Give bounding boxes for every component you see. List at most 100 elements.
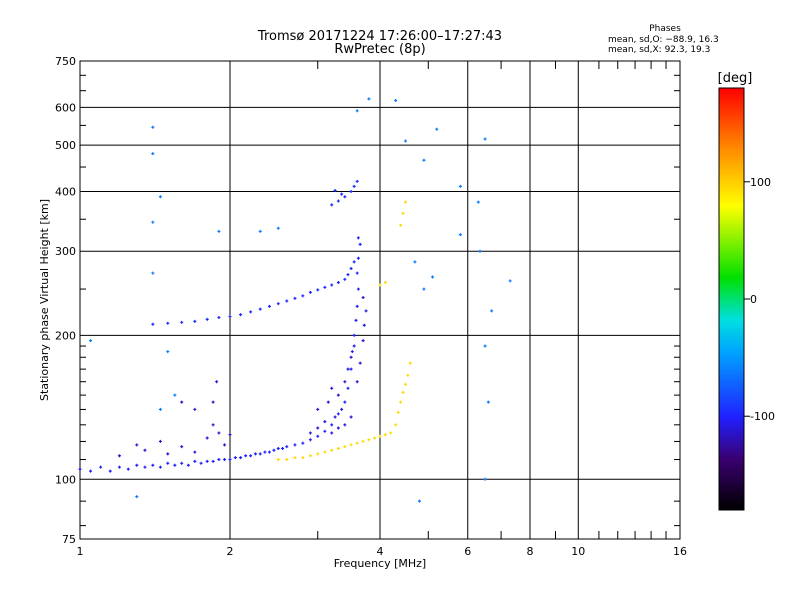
data-point bbox=[323, 285, 327, 289]
data-point bbox=[180, 400, 184, 404]
data-point bbox=[211, 459, 215, 463]
data-point bbox=[483, 477, 487, 481]
colorbar-ticks: 100 0 -100 bbox=[744, 176, 775, 423]
data-point bbox=[151, 220, 155, 224]
data-point bbox=[217, 457, 221, 461]
data-point bbox=[343, 380, 347, 384]
data-point bbox=[356, 236, 360, 240]
data-point bbox=[422, 287, 426, 291]
data-point bbox=[301, 294, 305, 298]
y-tick-label: 750 bbox=[55, 55, 76, 68]
data-point bbox=[173, 463, 177, 467]
y-tick-label: 600 bbox=[55, 101, 76, 114]
data-point bbox=[355, 179, 359, 183]
data-point bbox=[151, 322, 155, 326]
data-point bbox=[364, 309, 368, 313]
data-point bbox=[349, 355, 353, 359]
chart-title: Tromsø 20171224 17:26:00–17:27:43 bbox=[257, 29, 502, 44]
data-point bbox=[308, 290, 312, 294]
data-point bbox=[244, 454, 248, 458]
data-point bbox=[272, 448, 276, 452]
data-point bbox=[126, 467, 130, 471]
data-point bbox=[276, 302, 280, 306]
data-point bbox=[343, 195, 347, 199]
data-point bbox=[406, 373, 410, 377]
data-point bbox=[211, 400, 215, 404]
x-axis-label: Frequency [MHz] bbox=[334, 557, 426, 570]
colorbar-tick-label: 0 bbox=[750, 293, 757, 306]
y-tick-label: 75 bbox=[62, 533, 76, 546]
y-tick-label: 500 bbox=[55, 139, 76, 152]
data-point bbox=[343, 423, 347, 427]
colorbar-tick-label: 100 bbox=[750, 176, 771, 189]
data-point bbox=[373, 436, 377, 440]
data-point bbox=[326, 400, 330, 404]
data-point bbox=[135, 463, 139, 467]
data-point bbox=[355, 304, 359, 308]
data-point bbox=[478, 249, 482, 253]
data-point bbox=[166, 461, 170, 465]
data-point bbox=[346, 273, 350, 277]
data-point bbox=[356, 256, 360, 260]
data-point bbox=[403, 382, 407, 386]
data-point bbox=[358, 361, 362, 365]
data-point bbox=[228, 433, 232, 437]
data-point bbox=[349, 443, 353, 447]
data-point bbox=[223, 457, 227, 461]
data-point bbox=[358, 242, 362, 246]
data-point bbox=[349, 415, 353, 419]
data-point bbox=[336, 426, 340, 430]
data-point bbox=[349, 367, 353, 371]
data-point bbox=[166, 321, 170, 325]
data-point bbox=[239, 313, 243, 317]
data-point bbox=[333, 188, 337, 192]
data-point bbox=[394, 423, 398, 427]
y-tick-label: 300 bbox=[55, 245, 76, 258]
legend-line-x: mean, sd,X: 92.3, 19.3 bbox=[608, 45, 710, 55]
data-point bbox=[330, 203, 334, 207]
data-point bbox=[361, 339, 365, 343]
data-point bbox=[173, 393, 177, 397]
data-point bbox=[336, 412, 340, 416]
data-point bbox=[151, 125, 155, 129]
data-point bbox=[486, 400, 490, 404]
data-point bbox=[336, 446, 340, 450]
data-point bbox=[151, 271, 155, 275]
grid bbox=[80, 61, 680, 539]
data-point bbox=[293, 296, 297, 300]
data-point bbox=[166, 452, 170, 456]
data-point bbox=[362, 323, 366, 327]
data-point bbox=[199, 461, 203, 465]
data-point bbox=[117, 454, 121, 458]
data-point bbox=[367, 97, 371, 101]
data-point bbox=[361, 439, 365, 443]
data-point bbox=[330, 431, 334, 435]
data-point bbox=[166, 350, 170, 354]
data-point bbox=[316, 434, 320, 438]
data-point bbox=[343, 400, 347, 404]
colorbar-gradient bbox=[718, 87, 745, 511]
data-point bbox=[180, 320, 184, 324]
data-point bbox=[89, 469, 93, 473]
data-point bbox=[403, 139, 407, 143]
data-point bbox=[78, 467, 82, 471]
data-point bbox=[143, 448, 147, 452]
data-point bbox=[308, 454, 312, 458]
data-point bbox=[361, 296, 365, 300]
data-point bbox=[401, 390, 405, 394]
data-point bbox=[330, 386, 334, 390]
data-point bbox=[330, 423, 334, 427]
data-point bbox=[323, 450, 327, 454]
data-point bbox=[186, 463, 190, 467]
data-point bbox=[151, 463, 155, 467]
data-point bbox=[508, 279, 512, 283]
data-point bbox=[422, 158, 426, 162]
data-point bbox=[228, 457, 232, 461]
data-point bbox=[316, 452, 320, 456]
data-point bbox=[458, 184, 462, 188]
data-point bbox=[193, 319, 197, 323]
data-point bbox=[258, 307, 262, 311]
data-point bbox=[217, 315, 221, 319]
data-point bbox=[355, 441, 359, 445]
data-point bbox=[349, 189, 353, 193]
